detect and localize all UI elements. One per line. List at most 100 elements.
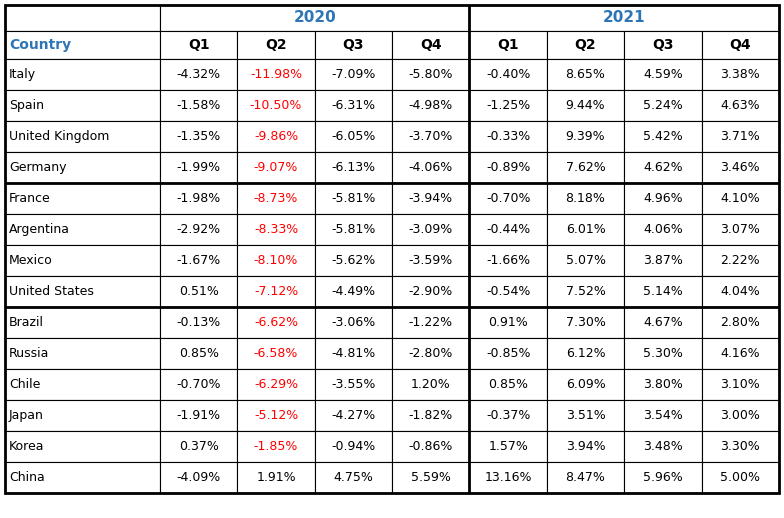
Bar (238, 307, 314, 338)
Bar (547, 400, 624, 431)
Bar (314, 59, 392, 90)
Text: -1.85%: -1.85% (254, 440, 298, 453)
Bar (392, 462, 470, 493)
Bar (314, 31, 392, 59)
Text: -7.09%: -7.09% (332, 68, 376, 81)
Bar (238, 90, 314, 121)
Text: 5.24%: 5.24% (643, 99, 683, 112)
Text: -0.85%: -0.85% (486, 347, 531, 360)
Text: 4.59%: 4.59% (643, 68, 683, 81)
Bar (470, 152, 547, 183)
Text: -7.12%: -7.12% (254, 285, 298, 298)
Text: -1.22%: -1.22% (408, 316, 453, 329)
Text: -3.94%: -3.94% (408, 192, 453, 205)
Text: 2.22%: 2.22% (720, 254, 760, 267)
Bar (160, 276, 238, 307)
Bar (392, 214, 470, 245)
Text: United Kingdom: United Kingdom (9, 130, 110, 143)
Bar (470, 462, 547, 493)
Text: Q3: Q3 (652, 38, 673, 52)
Bar (702, 152, 779, 183)
Text: 5.07%: 5.07% (565, 254, 605, 267)
Bar (470, 400, 547, 431)
Text: 0.51%: 0.51% (179, 285, 219, 298)
Bar (547, 431, 624, 462)
Text: -1.67%: -1.67% (176, 254, 221, 267)
Bar (392, 431, 470, 462)
Bar (238, 152, 314, 183)
Bar (392, 90, 470, 121)
Text: -8.33%: -8.33% (254, 223, 298, 236)
Text: 4.10%: 4.10% (720, 192, 760, 205)
Bar (470, 183, 547, 214)
Bar (160, 431, 238, 462)
Text: 0.37%: 0.37% (179, 440, 219, 453)
Bar (702, 214, 779, 245)
Bar (160, 214, 238, 245)
Bar (470, 59, 547, 90)
Text: -2.90%: -2.90% (408, 285, 453, 298)
Bar (702, 183, 779, 214)
Bar (160, 5, 470, 31)
Text: 7.62%: 7.62% (566, 161, 605, 174)
Text: Q2: Q2 (575, 38, 597, 52)
Text: -4.27%: -4.27% (332, 409, 376, 422)
Text: 1.20%: 1.20% (411, 378, 451, 391)
Bar (314, 90, 392, 121)
Bar (5, 31, 160, 59)
Bar (160, 307, 238, 338)
Bar (547, 31, 624, 59)
Bar (238, 121, 314, 152)
Text: 4.63%: 4.63% (720, 99, 760, 112)
Bar (238, 183, 314, 214)
Text: -1.99%: -1.99% (176, 161, 221, 174)
Text: -6.05%: -6.05% (332, 130, 376, 143)
Bar (702, 245, 779, 276)
Text: -0.54%: -0.54% (486, 285, 530, 298)
Text: -3.59%: -3.59% (408, 254, 453, 267)
Bar (160, 152, 238, 183)
Text: 3.46%: 3.46% (720, 161, 760, 174)
Text: -0.89%: -0.89% (486, 161, 530, 174)
Bar (624, 400, 702, 431)
Bar (5, 276, 160, 307)
Text: Q4: Q4 (420, 38, 441, 52)
Text: 3.51%: 3.51% (566, 409, 605, 422)
Bar (392, 245, 470, 276)
Bar (314, 400, 392, 431)
Text: 3.94%: 3.94% (566, 440, 605, 453)
Text: 6.12%: 6.12% (566, 347, 605, 360)
Text: -4.49%: -4.49% (332, 285, 376, 298)
Text: -9.86%: -9.86% (254, 130, 298, 143)
Text: Q1: Q1 (188, 38, 209, 52)
Bar (624, 59, 702, 90)
Text: 4.06%: 4.06% (643, 223, 683, 236)
Bar (624, 31, 702, 59)
Bar (160, 369, 238, 400)
Bar (392, 183, 470, 214)
Bar (160, 90, 238, 121)
Text: -6.58%: -6.58% (254, 347, 298, 360)
Text: Japan: Japan (9, 409, 44, 422)
Bar (624, 462, 702, 493)
Bar (470, 245, 547, 276)
Bar (238, 245, 314, 276)
Bar (314, 369, 392, 400)
Text: 8.47%: 8.47% (565, 471, 605, 484)
Bar (5, 245, 160, 276)
Text: 2020: 2020 (293, 10, 336, 25)
Text: 8.18%: 8.18% (565, 192, 605, 205)
Bar (392, 59, 470, 90)
Text: -4.98%: -4.98% (408, 99, 453, 112)
Bar (702, 369, 779, 400)
Bar (470, 5, 779, 31)
Text: 2.80%: 2.80% (720, 316, 760, 329)
Bar (624, 369, 702, 400)
Text: Korea: Korea (9, 440, 45, 453)
Bar (702, 90, 779, 121)
Bar (314, 245, 392, 276)
Bar (5, 307, 160, 338)
Bar (470, 431, 547, 462)
Text: -8.73%: -8.73% (254, 192, 298, 205)
Bar (392, 307, 470, 338)
